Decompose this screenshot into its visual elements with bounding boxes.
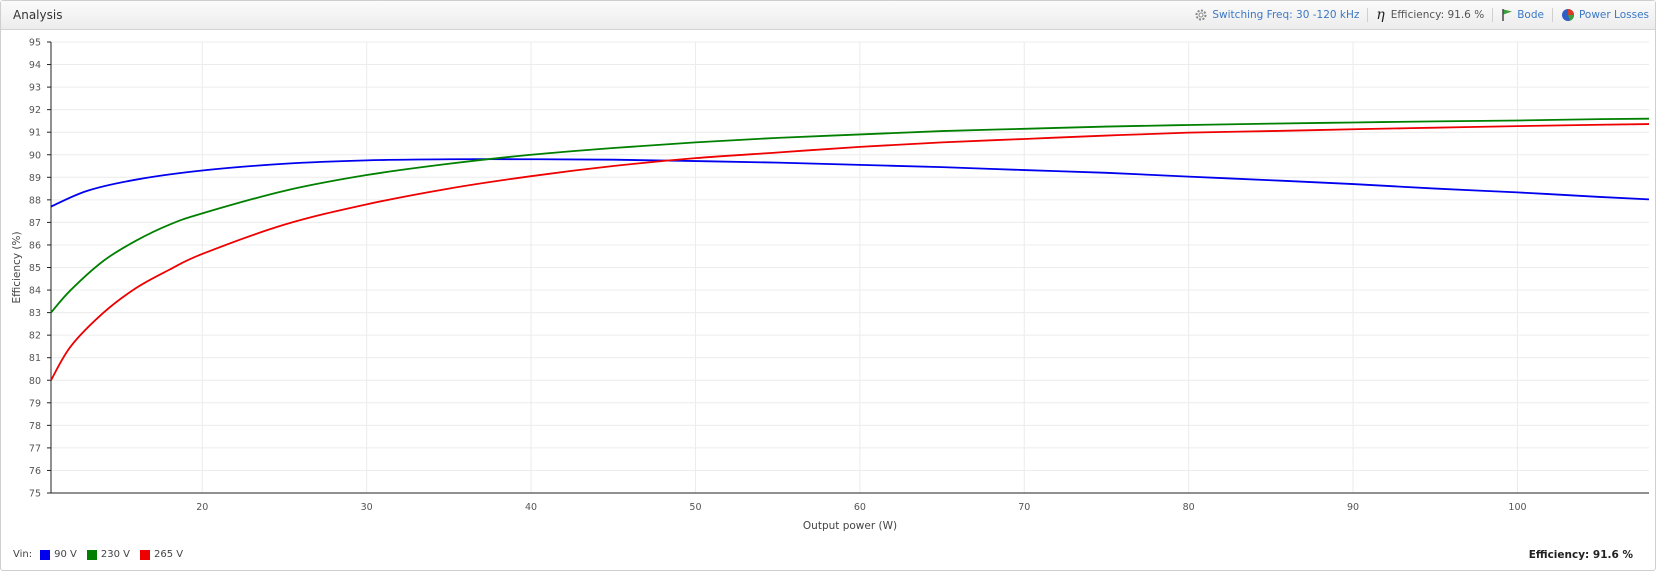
y-tick-label: 75	[29, 489, 41, 500]
power-losses-button[interactable]: Power Losses	[1561, 8, 1649, 22]
y-tick-label: 80	[29, 376, 41, 387]
y-tick-label: 77	[29, 443, 41, 454]
y-tick-label: 83	[29, 308, 41, 319]
legend-swatch	[40, 549, 51, 560]
analysis-toolbar: Switching Freq: 30 -120 kHz η Efficiency…	[1186, 7, 1649, 23]
x-tick-label: 20	[196, 502, 208, 513]
x-tick-label: 90	[1347, 502, 1359, 513]
pie-chart-icon	[1561, 9, 1574, 21]
eta-icon: η	[1376, 7, 1385, 23]
window-titlebar: Analysis Switching Freq: 30 -120 kHz η E…	[1, 1, 1655, 30]
x-tick-label: 80	[1183, 502, 1195, 513]
legend-item-label: 230 V	[100, 549, 130, 560]
x-axis-title: Output power (W)	[803, 520, 897, 532]
legend-swatch	[86, 549, 97, 560]
y-tick-label: 76	[29, 466, 41, 477]
bode-label[interactable]: Bode	[1517, 9, 1544, 21]
toolbar-divider	[1492, 8, 1494, 22]
switching-freq-label[interactable]: Switching Freq: 30 -120 kHz	[1212, 9, 1360, 21]
y-tick-label: 92	[29, 105, 41, 116]
legend-item-label: 90 V	[54, 549, 77, 560]
series-line-90v	[50, 158, 1650, 208]
y-tick-label: 82	[29, 331, 41, 342]
series-line-265v	[50, 123, 1650, 381]
legend-swatch	[139, 549, 150, 560]
y-tick-label: 93	[29, 83, 41, 94]
y-tick-label: 81	[29, 353, 41, 364]
efficiency-summary: Efficiency: 91.6 %	[1528, 549, 1633, 561]
toolbar-divider	[1367, 8, 1369, 22]
y-tick-label: 90	[29, 150, 41, 161]
y-axis-title: Efficiency (%)	[11, 231, 23, 303]
x-tick-label: 40	[525, 502, 537, 513]
window-title: Analysis	[13, 8, 63, 22]
toolbar-divider	[1551, 8, 1553, 22]
y-tick-label: 86	[29, 240, 41, 251]
x-tick-label: 50	[689, 502, 701, 513]
y-tick-label: 94	[29, 60, 41, 71]
legend-item-230v[interactable]: 230 V	[86, 549, 130, 560]
x-tick-label: 60	[854, 502, 866, 513]
y-tick-label: 88	[29, 195, 41, 206]
flag-icon	[1502, 9, 1513, 21]
y-tick-label: 84	[29, 286, 41, 297]
efficiency-chart: 75 76 77 78 79 80 81 82 83 84 85 86 87 88 89 90 91 92 93 94…	[11, 38, 1650, 532]
legend-label: Vin:	[13, 549, 33, 560]
y-tick-label: 78	[29, 421, 41, 432]
power-losses-label[interactable]: Power Losses	[1578, 9, 1649, 21]
x-tick-label: 30	[361, 502, 373, 513]
legend-item-label: 265 V	[153, 549, 184, 560]
legend-item-90v[interactable]: 90 V	[40, 549, 77, 560]
bode-button[interactable]: Bode	[1501, 8, 1544, 22]
y-tick-label: 79	[29, 398, 41, 409]
y-tick-label: 87	[29, 218, 41, 229]
x-tick-label: 100	[1508, 502, 1526, 513]
x-tick-label: 70	[1018, 502, 1030, 513]
efficiency-label: Efficiency: 91.6 %	[1390, 9, 1485, 21]
y-tick-label: 85	[29, 263, 41, 274]
legend-item-265v[interactable]: 265 V	[139, 549, 184, 560]
y-tick-label: 91	[29, 128, 41, 139]
y-tick-label: 89	[29, 173, 41, 184]
gear-icon	[1195, 9, 1207, 21]
y-tick-label: 95	[29, 38, 41, 49]
switching-freq-button[interactable]: Switching Freq: 30 -120 kHz	[1194, 8, 1359, 22]
efficiency-indicator: η Efficiency: 91.6 %	[1376, 7, 1484, 23]
series-line-230v	[50, 117, 1650, 314]
chart-legend: Vin: 90 V 230 V 265 V	[13, 549, 193, 560]
